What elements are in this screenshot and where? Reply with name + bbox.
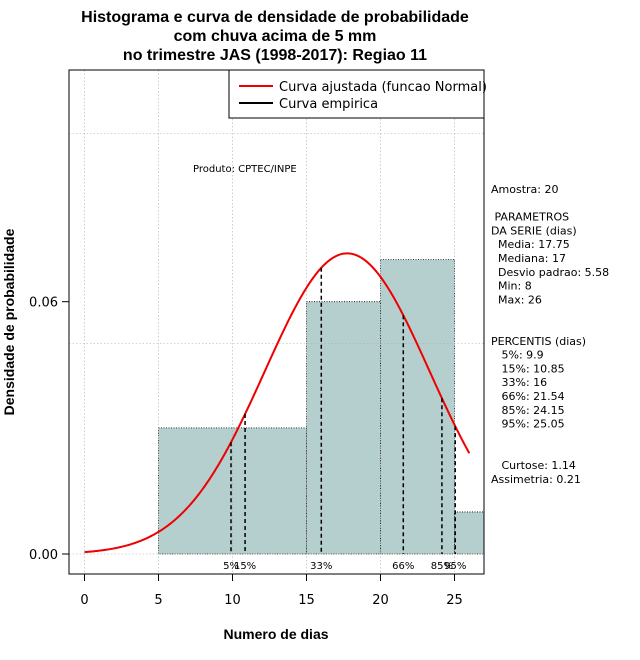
legend-empirical-label: Curva empirica [279,97,378,112]
legend-fitted-label: Curva ajustada (funcao Normal) [279,80,487,95]
stats-line: Amostra: 20 [491,183,558,196]
stats-line: 33%: 16 [491,376,547,389]
stats-line: Curtose: 1.14 [491,459,576,472]
percentile-label: 66% [392,561,414,572]
x-tick-label: 10 [224,593,241,608]
x-tick-label: 20 [372,593,389,608]
x-tick-label: 5 [154,593,162,608]
stats-line: Assimetria: 0.21 [491,473,581,486]
chart-title-line-1: Histograma e curva de densidade de proba… [81,9,469,26]
y-axis: 0.00 0.06 [29,296,70,563]
stats-line: Mediana: 17 [491,252,566,265]
percentile-label: 15% [234,561,256,572]
stats-line: PARAMETROS [491,211,569,224]
histogram-bar [380,259,455,555]
x-axis-title: Numero de dias [223,626,328,642]
y-axis-title: Densidade de probabilidade [1,228,17,415]
stats-line: Max: 26 [491,293,542,306]
x-axis: 0 5 10 15 20 25 [80,573,463,608]
y-tick-label: 0.06 [29,296,58,311]
x-tick-label: 25 [446,593,463,608]
stats-line: 95%: 25.05 [491,418,565,431]
stats-line: 85%: 24.15 [491,404,565,417]
stats-line: Desvio padrao: 5.58 [491,266,609,279]
legend: Curva ajustada (funcao Normal) Curva emp… [228,69,487,119]
stats-line: 15%: 10.85 [491,362,565,375]
percentile-label: 33% [310,561,332,572]
chart-title-line-2: com chuva acima de 5 mm [174,28,377,45]
stats-line: Min: 8 [491,280,532,293]
percentile-label: 85% [431,561,453,572]
stats-line: PERCENTIS (dias) [491,335,586,348]
stats-line: 66%: 21.54 [491,390,565,403]
y-tick-label: 0.00 [29,548,58,563]
legend-box [228,69,485,119]
x-tick-label: 15 [298,593,315,608]
stats-line: DA SERIE (dias) [491,224,577,237]
chart-title-line-3: no trimestre JAS (1998-2017): Regiao 11 [123,47,427,64]
stats-line: 5%: 9.9 [491,349,544,362]
percentile-label: 5% [223,561,239,572]
fitted-normal-curve [84,252,471,554]
stats-line: Media: 17.75 [491,238,570,251]
chart-title: Histograma e curva de densidade de proba… [81,9,469,64]
histogram-bar [306,301,381,555]
percentile-label: 95% [444,561,466,572]
histogram-bar [454,511,485,555]
product-credit: Produto: CPTEC/INPE [193,164,297,175]
x-tick-label: 0 [80,593,88,608]
